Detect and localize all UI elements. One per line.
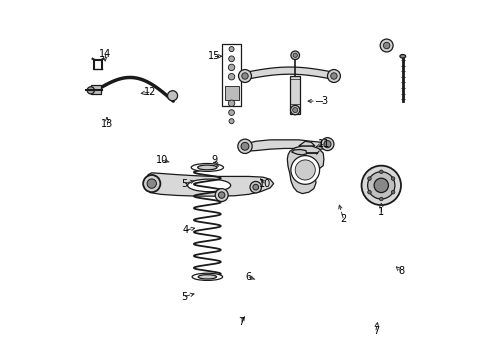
Circle shape xyxy=(229,119,234,124)
Text: 5: 5 xyxy=(181,179,187,189)
Circle shape xyxy=(229,56,234,62)
Bar xyxy=(290,76,300,114)
Text: 14: 14 xyxy=(99,49,111,59)
Text: 5: 5 xyxy=(181,292,187,302)
Circle shape xyxy=(324,140,331,148)
Text: 10: 10 xyxy=(156,155,169,165)
Text: 12: 12 xyxy=(144,87,156,97)
Circle shape xyxy=(374,178,389,193)
Circle shape xyxy=(147,179,156,188)
Polygon shape xyxy=(245,67,335,80)
Polygon shape xyxy=(299,141,315,146)
Polygon shape xyxy=(292,149,307,155)
Circle shape xyxy=(331,73,337,79)
Circle shape xyxy=(242,73,248,79)
Circle shape xyxy=(229,46,234,51)
Text: 2: 2 xyxy=(341,215,347,224)
Text: 7: 7 xyxy=(373,325,379,336)
Circle shape xyxy=(87,87,95,94)
Bar xyxy=(221,44,242,107)
Text: 10: 10 xyxy=(259,179,271,189)
Text: 9: 9 xyxy=(212,155,218,165)
Text: 4: 4 xyxy=(183,225,189,235)
Circle shape xyxy=(368,190,371,194)
Ellipse shape xyxy=(188,179,231,192)
Text: 7: 7 xyxy=(238,317,245,327)
Circle shape xyxy=(168,91,177,101)
Circle shape xyxy=(253,184,259,190)
Text: 15: 15 xyxy=(208,51,220,61)
Bar xyxy=(91,85,101,94)
Polygon shape xyxy=(147,173,274,196)
Ellipse shape xyxy=(198,275,217,279)
Circle shape xyxy=(368,172,395,199)
Circle shape xyxy=(219,192,225,198)
Circle shape xyxy=(239,69,251,82)
Text: 1: 1 xyxy=(378,207,384,217)
Circle shape xyxy=(228,73,235,80)
Circle shape xyxy=(362,166,401,205)
Circle shape xyxy=(291,105,300,115)
Circle shape xyxy=(215,189,228,202)
Ellipse shape xyxy=(191,163,223,171)
Circle shape xyxy=(321,138,334,150)
Ellipse shape xyxy=(197,165,217,170)
Circle shape xyxy=(228,64,235,71)
Circle shape xyxy=(327,69,341,82)
Circle shape xyxy=(368,177,371,180)
Circle shape xyxy=(392,190,395,194)
Circle shape xyxy=(291,51,299,60)
Text: 13: 13 xyxy=(101,120,113,129)
Circle shape xyxy=(143,175,160,192)
Circle shape xyxy=(379,197,383,201)
Circle shape xyxy=(238,139,252,153)
Circle shape xyxy=(291,156,319,184)
Circle shape xyxy=(228,100,235,107)
Circle shape xyxy=(241,142,249,150)
Circle shape xyxy=(293,108,298,113)
Circle shape xyxy=(250,181,262,193)
Circle shape xyxy=(380,39,393,52)
Polygon shape xyxy=(287,146,324,194)
Ellipse shape xyxy=(400,54,406,58)
Text: 8: 8 xyxy=(398,266,404,276)
Text: 3: 3 xyxy=(321,96,327,106)
Ellipse shape xyxy=(192,273,222,280)
Circle shape xyxy=(293,53,297,58)
Circle shape xyxy=(392,177,395,180)
Polygon shape xyxy=(245,140,328,151)
Circle shape xyxy=(229,110,234,116)
Bar xyxy=(224,86,239,100)
Text: 6: 6 xyxy=(245,272,252,282)
Circle shape xyxy=(295,160,315,180)
Circle shape xyxy=(383,42,390,49)
Circle shape xyxy=(379,170,383,174)
Text: 11: 11 xyxy=(318,139,330,149)
